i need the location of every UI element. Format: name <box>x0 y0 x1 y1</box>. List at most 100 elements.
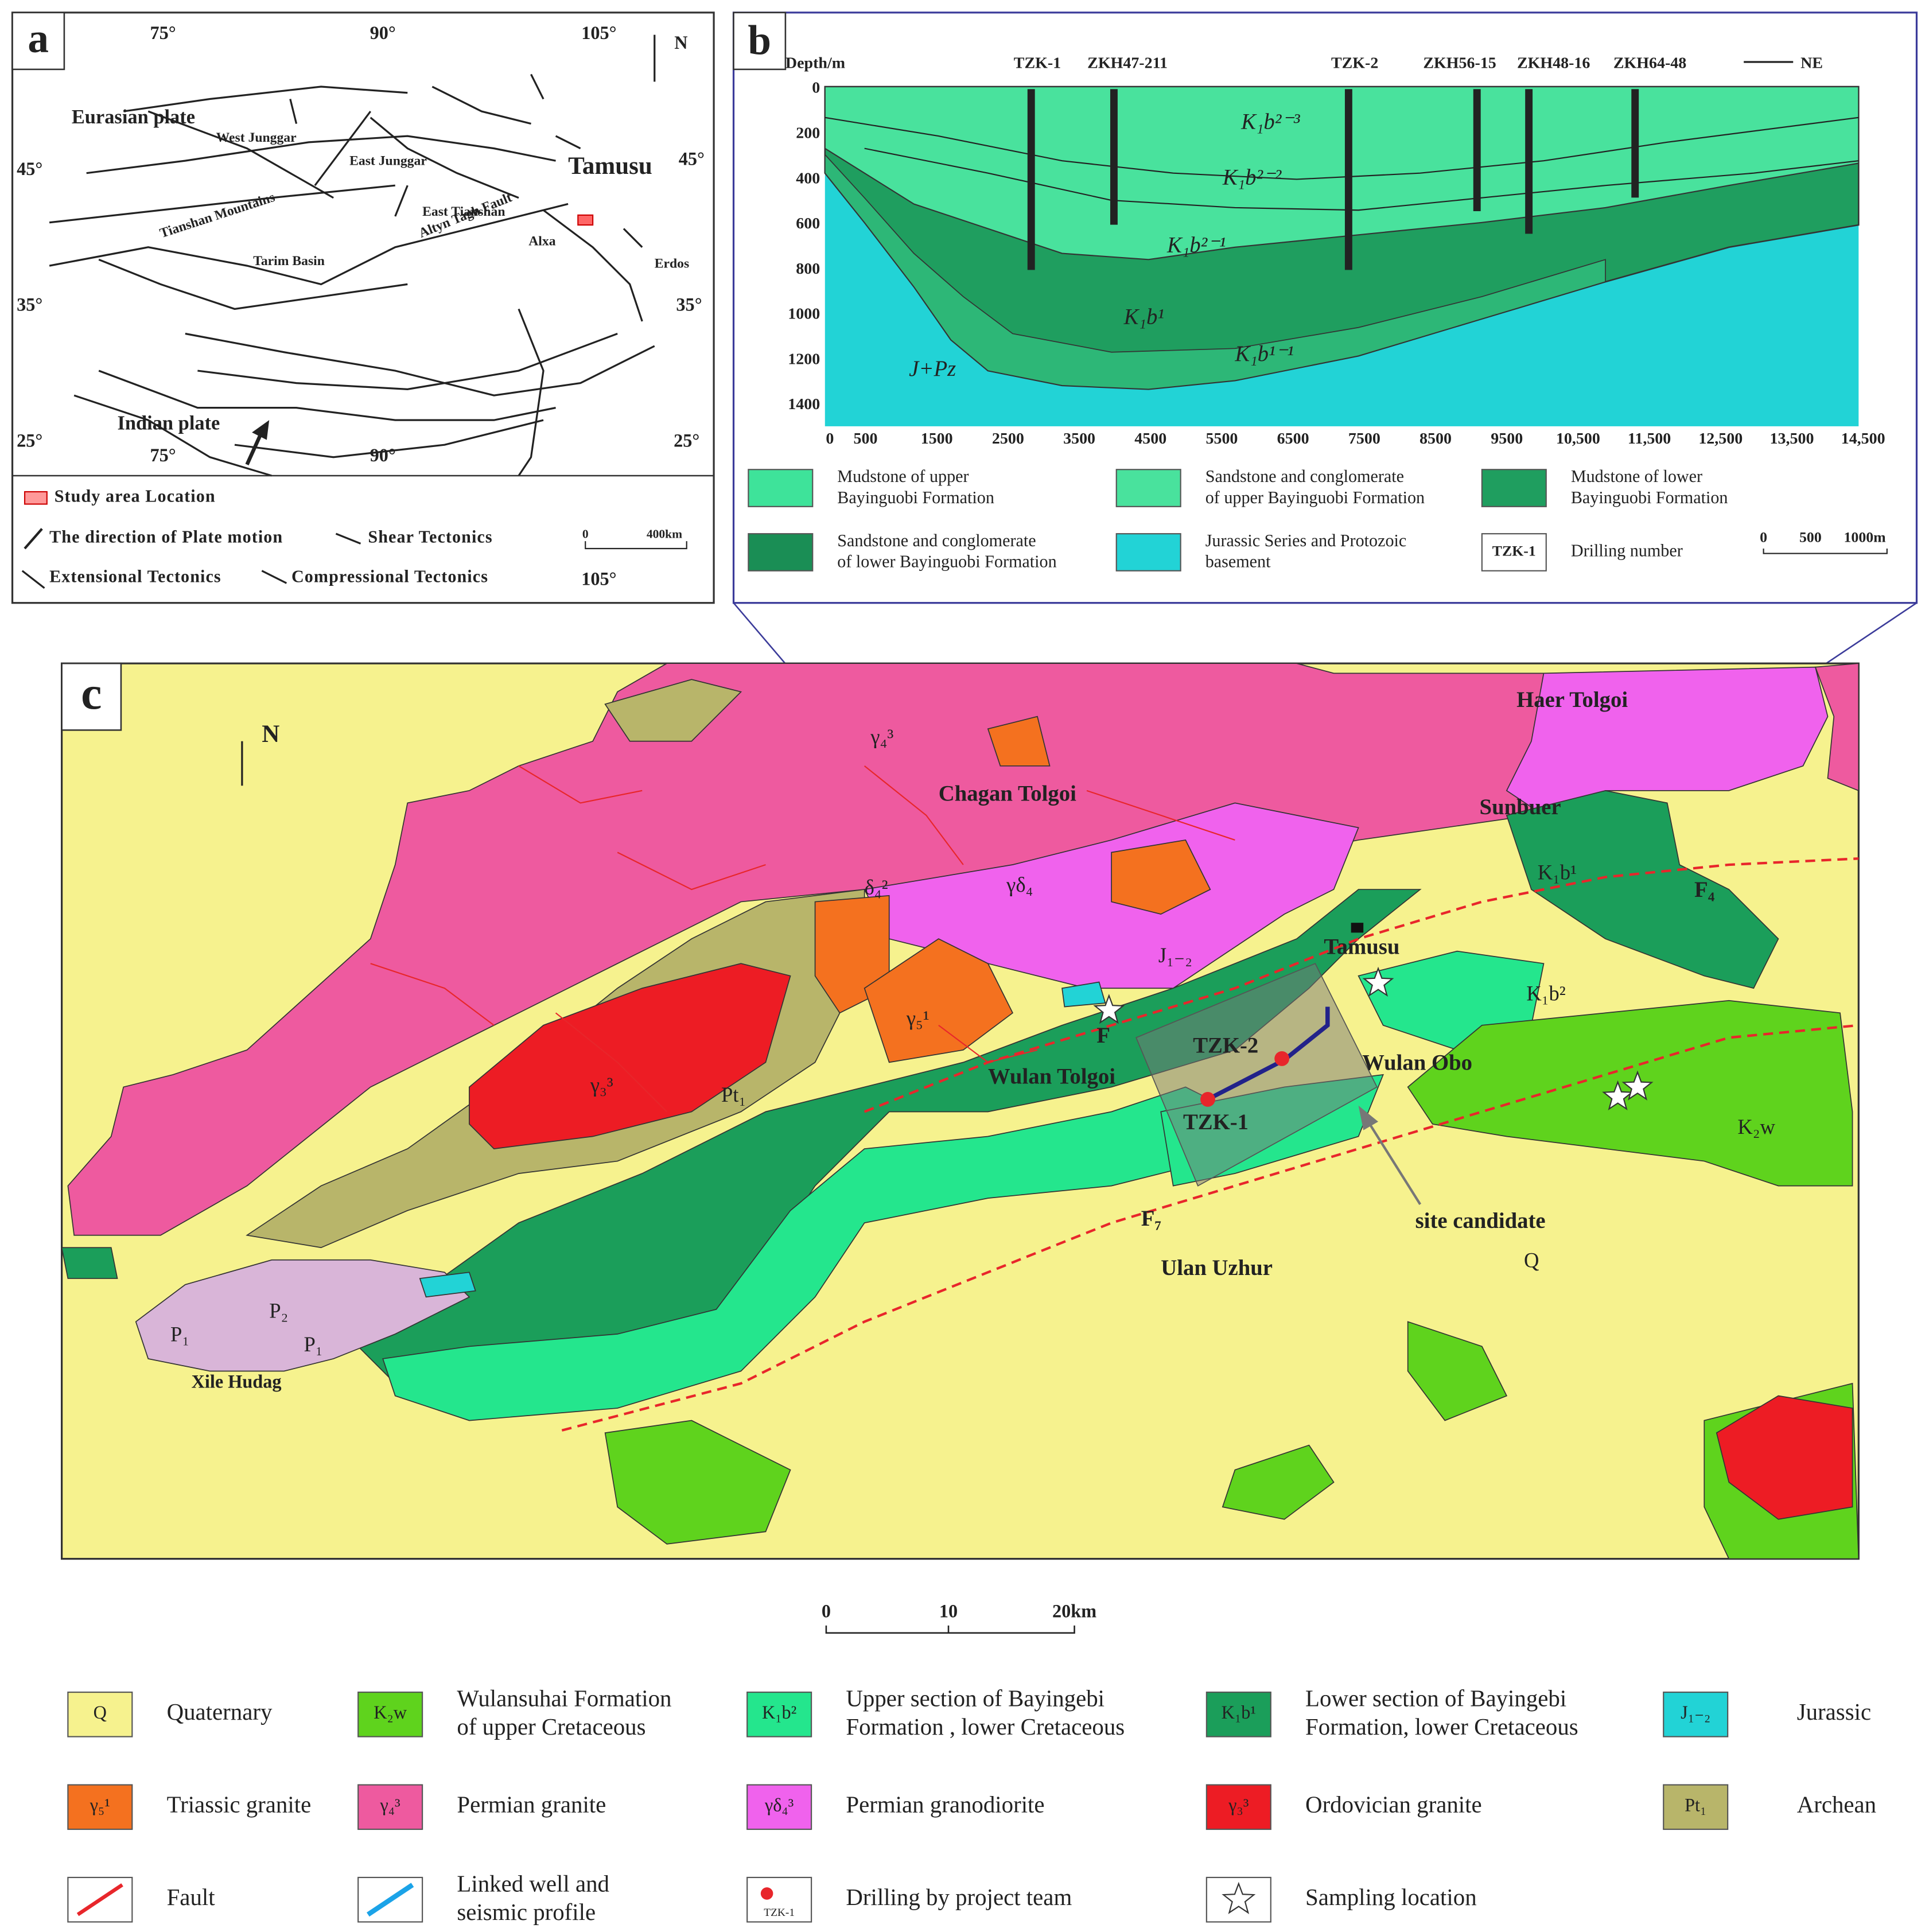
label-box <box>11 11 65 71</box>
permian-granite <box>1814 663 1860 792</box>
legend-swatch <box>748 469 814 507</box>
jurassic <box>419 1272 476 1298</box>
legend-label: basement <box>1205 552 1271 572</box>
well-label: ZKH48-16 <box>1517 55 1590 72</box>
place-label: TZK-1 <box>1183 1110 1249 1134</box>
wulansuhai <box>1222 1444 1335 1520</box>
y-tick-label: 600 <box>796 215 820 232</box>
well <box>1344 89 1352 270</box>
legend-swatch <box>748 533 814 572</box>
triassic-granite <box>1111 839 1211 915</box>
legend-symbol-label: Pt₁ <box>1685 1795 1706 1816</box>
legend-symbol <box>261 570 287 584</box>
fault <box>617 852 766 891</box>
seismic-profile <box>1207 1006 1330 1102</box>
legend-symbol-label: K₁b¹ <box>1222 1702 1256 1723</box>
legend-label: Compressional Tectonics <box>291 567 488 586</box>
north-label: N <box>262 721 279 748</box>
legend-label: Bayinguobi Formation <box>837 488 994 507</box>
panel-c: c N Haer Tolgoi Chagan Tolgoi Sunbuer Tamusu W… <box>61 662 1876 1925</box>
place-label: Wulan Tolgoi <box>988 1064 1115 1089</box>
legend-symbol-label: K₂w <box>374 1702 407 1723</box>
legend-swatch <box>1481 533 1547 572</box>
place-label: Wulan Obo <box>1362 1051 1472 1075</box>
axis-title: Depth/m <box>785 55 845 72</box>
legend-label: Bayinguobi Formation <box>1571 488 1728 507</box>
unit-label: K₁b²⁻³ <box>1240 109 1301 134</box>
unit-label: δ₄² <box>865 875 888 899</box>
triassic-granite <box>987 716 1051 767</box>
tectonic-line <box>518 308 545 476</box>
place-label: TZK-2 <box>1193 1033 1258 1058</box>
well-label: ZKH64-48 <box>1613 55 1686 72</box>
unit-label: Q <box>1524 1248 1539 1272</box>
x-tick-label: 3500 <box>1063 430 1095 448</box>
tectonic-line <box>49 184 395 224</box>
x-tick-label: 9500 <box>1491 430 1523 448</box>
legend-symbol <box>21 570 45 589</box>
lower-bayingebi <box>1506 790 1779 989</box>
jurassic <box>1061 981 1106 1008</box>
legend-label: Sampling location <box>1305 1884 1477 1910</box>
fault <box>555 1012 668 1113</box>
legend-label: of upper Bayinguobi Formation <box>1205 488 1425 507</box>
tectonic-line <box>147 110 334 199</box>
x-tick-label: 14,500 <box>1841 430 1885 448</box>
upper-formation <box>824 85 1860 261</box>
unit-label: K₂w <box>1737 1115 1775 1138</box>
well <box>1473 89 1481 212</box>
unit-label: K₁b¹ <box>1538 861 1577 884</box>
fault <box>864 765 964 865</box>
graticule-label: 75° <box>150 445 176 465</box>
x-tick-label: 10,500 <box>1556 430 1600 448</box>
graticule-label: 75° <box>150 22 176 43</box>
graticule-label: 25° <box>17 430 42 450</box>
legend-label: Formation, lower Cretaceous <box>1305 1714 1578 1740</box>
scale-bar <box>825 1625 1075 1634</box>
legend-symbol-label: γδ₄³ <box>764 1795 794 1816</box>
legend-symbol <box>367 1883 414 1917</box>
legend-swatch <box>1115 533 1181 572</box>
x-tick-label: 1500 <box>921 430 953 448</box>
x-tick-label: 5500 <box>1205 430 1238 448</box>
fault <box>370 963 495 1026</box>
legend-label: Quaternary <box>167 1699 273 1725</box>
unit-label: γ₅¹ <box>906 1006 930 1030</box>
tectonic-line <box>98 370 556 421</box>
legend-label: Shear Tectonics <box>368 527 492 547</box>
scale-label: 0 <box>582 527 589 541</box>
sampling-star <box>1621 1070 1654 1101</box>
tectonic-line <box>197 332 618 390</box>
y-tick-label: 1000 <box>788 305 820 323</box>
unit-label: P₂ <box>269 1299 288 1323</box>
well <box>1110 89 1118 225</box>
archean <box>604 679 742 742</box>
scale-label: 20km <box>1052 1601 1096 1622</box>
panel-label: c <box>81 667 102 719</box>
legend-swatch <box>746 1876 812 1923</box>
scale-label: 10 <box>939 1601 958 1622</box>
x-tick-label: 0 <box>826 430 834 448</box>
legend-label: Archean <box>1797 1792 1876 1818</box>
unit-label: γ₃³ <box>590 1073 613 1097</box>
permian-xile <box>135 1259 470 1372</box>
legend-symbol <box>760 1887 773 1900</box>
legend-label: Extensional Tectonics <box>49 567 221 586</box>
wulansuhai <box>604 1420 791 1545</box>
unit-label: K₁b²⁻¹ <box>1166 233 1226 258</box>
place-label: Tarim Basin <box>253 254 325 269</box>
place-label: Erdos <box>655 256 689 271</box>
legend-label: Study area Location <box>55 487 216 506</box>
legend-swatch <box>1205 1784 1271 1830</box>
scale-label: 0 <box>822 1601 831 1622</box>
legend-symbol-label: K₁b² <box>762 1702 796 1723</box>
legend-label: Sandstone and conglomerate <box>1205 467 1404 486</box>
legend-label: Ordovician granite <box>1305 1792 1482 1818</box>
panel-a: a 75° 90° 105° 45° 45° 35° 35° 25° 25° 75° 90° 105° N… <box>11 11 715 604</box>
site-arrow-head <box>1358 1105 1379 1130</box>
graticule-label: 105° <box>581 568 616 589</box>
x-tick-label: 500 <box>854 430 878 448</box>
y-tick-label: 1200 <box>788 350 820 368</box>
legend-symbol <box>1222 1882 1256 1914</box>
motion-arrow <box>394 185 409 217</box>
